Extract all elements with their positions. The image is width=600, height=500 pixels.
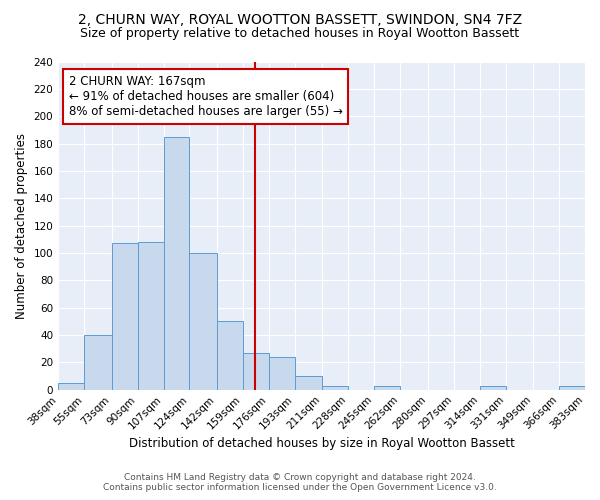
- Bar: [243, 353, 269, 390]
- Bar: [164, 136, 190, 390]
- Bar: [58, 383, 84, 390]
- Bar: [295, 376, 322, 390]
- X-axis label: Distribution of detached houses by size in Royal Wootton Bassett: Distribution of detached houses by size …: [128, 437, 515, 450]
- Text: Contains HM Land Registry data © Crown copyright and database right 2024.
Contai: Contains HM Land Registry data © Crown c…: [103, 473, 497, 492]
- Bar: [137, 242, 164, 390]
- Y-axis label: Number of detached properties: Number of detached properties: [15, 132, 28, 318]
- Bar: [269, 357, 295, 390]
- Bar: [374, 386, 400, 390]
- Bar: [190, 253, 217, 390]
- Bar: [479, 386, 506, 390]
- Bar: [112, 244, 137, 390]
- Text: Size of property relative to detached houses in Royal Wootton Bassett: Size of property relative to detached ho…: [80, 28, 520, 40]
- Text: 2, CHURN WAY, ROYAL WOOTTON BASSETT, SWINDON, SN4 7FZ: 2, CHURN WAY, ROYAL WOOTTON BASSETT, SWI…: [78, 12, 522, 26]
- Text: 2 CHURN WAY: 167sqm
← 91% of detached houses are smaller (604)
8% of semi-detach: 2 CHURN WAY: 167sqm ← 91% of detached ho…: [69, 74, 343, 118]
- Bar: [217, 322, 243, 390]
- Bar: [84, 335, 112, 390]
- Bar: [322, 386, 349, 390]
- Bar: [559, 386, 585, 390]
